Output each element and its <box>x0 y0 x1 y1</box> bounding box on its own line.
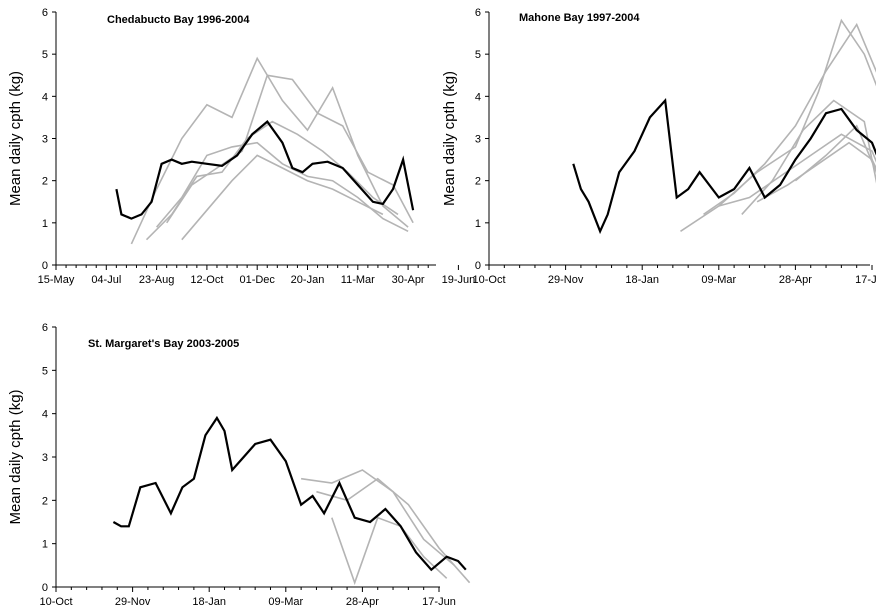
x-tick-label: 09-Mar <box>701 274 736 286</box>
x-tick-label: 09-Mar <box>268 596 303 608</box>
y-axis-label: Mean daily cpth (kg) <box>7 389 24 524</box>
x-tick-label: 10-Oct <box>472 274 505 286</box>
x-tick-label: 28-Apr <box>346 596 379 608</box>
x-tick-label: 30-Apr <box>392 274 425 286</box>
x-tick-label: 12-Oct <box>190 274 223 286</box>
y-tick-label: 2 <box>42 495 48 507</box>
series-line-highlight <box>572 97 876 235</box>
x-tick-label: 17-Jun <box>855 274 876 286</box>
series-line-highlight <box>115 119 415 220</box>
y-tick-label: 0 <box>42 582 48 594</box>
series-line-grey <box>316 477 471 584</box>
series-line-highlight <box>112 415 467 572</box>
x-tick-label: 10-Oct <box>39 596 72 608</box>
x-tick-label: 29-Nov <box>115 596 151 608</box>
series-line-grey <box>680 18 876 232</box>
x-tick-label: 18-Jan <box>192 596 226 608</box>
x-tick-label: 20-Jan <box>291 274 325 286</box>
series-line-grey <box>155 141 409 233</box>
chart-panel-1: 0 1 2 3 4 5 6 15-May 04-Jul 23-Aug 12-Oct 01-Dec 20-… <box>7 7 475 286</box>
series-line-grey <box>794 124 876 182</box>
y-tick-label: 1 <box>42 218 48 230</box>
series-line-grey <box>741 99 876 215</box>
chart-panel-3: 0 1 2 3 4 5 6 10-Oct 29-Nov 18-Jan 09-Mar 28-Apr 17-… <box>7 322 471 608</box>
series-line-grey <box>130 56 409 245</box>
x-tick-label: 28-Apr <box>779 274 812 286</box>
y-tick-label: 1 <box>475 218 481 230</box>
x-tick-label: 19-Jun <box>442 274 476 286</box>
chart-title: Mahone Bay 1997-2004 <box>519 12 640 24</box>
x-tick-label: 29-Nov <box>548 274 584 286</box>
y-tick-label: 3 <box>42 134 48 146</box>
y-axis-label: Mean daily cpth (kg) <box>441 71 458 206</box>
y-tick-label: 5 <box>42 49 48 61</box>
y-tick-label: 3 <box>475 134 481 146</box>
x-tick-label: 18-Jan <box>625 274 659 286</box>
chart-title: St. Margaret's Bay 2003-2005 <box>88 338 239 350</box>
y-tick-label: 4 <box>475 91 481 103</box>
x-tick-label: 23-Aug <box>139 274 174 286</box>
y-tick-label: 5 <box>475 49 481 61</box>
x-tick-label: 04-Jul <box>91 274 121 286</box>
y-tick-label: 6 <box>42 322 48 334</box>
series-line-grey <box>718 133 876 207</box>
x-tick-label: 11-Mar <box>341 274 375 286</box>
y-tick-label: 3 <box>42 452 48 464</box>
x-tick-label: 01-Dec <box>239 274 275 286</box>
series-line-grey <box>166 74 414 224</box>
y-axis-label: Mean daily cpth (kg) <box>7 71 24 206</box>
y-tick-label: 6 <box>475 7 481 19</box>
x-tick-label: 17-Jun <box>422 596 456 608</box>
y-tick-label: 0 <box>42 260 48 272</box>
y-tick-label: 2 <box>475 176 481 188</box>
y-tick-label: 1 <box>42 539 48 551</box>
y-tick-label: 6 <box>42 7 48 19</box>
y-tick-label: 0 <box>475 260 481 272</box>
series-line-grey <box>331 516 448 586</box>
y-tick-label: 2 <box>42 176 48 188</box>
y-tick-label: 4 <box>42 409 48 421</box>
series-line-grey <box>756 141 876 203</box>
series-line-grey <box>300 469 455 566</box>
y-tick-label: 4 <box>42 91 48 103</box>
x-tick-label: 15-May <box>38 274 75 286</box>
series-line-grey <box>181 154 384 241</box>
chart-panel-2: 0 1 2 3 4 5 6 10-Oct 29-Nov 18-Jan 09-Mar 28-Apr 17-… <box>441 7 876 286</box>
series-line-grey <box>145 120 399 241</box>
y-tick-label: 5 <box>42 365 48 377</box>
chart-title: Chedabucto Bay 1996-2004 <box>107 14 250 26</box>
